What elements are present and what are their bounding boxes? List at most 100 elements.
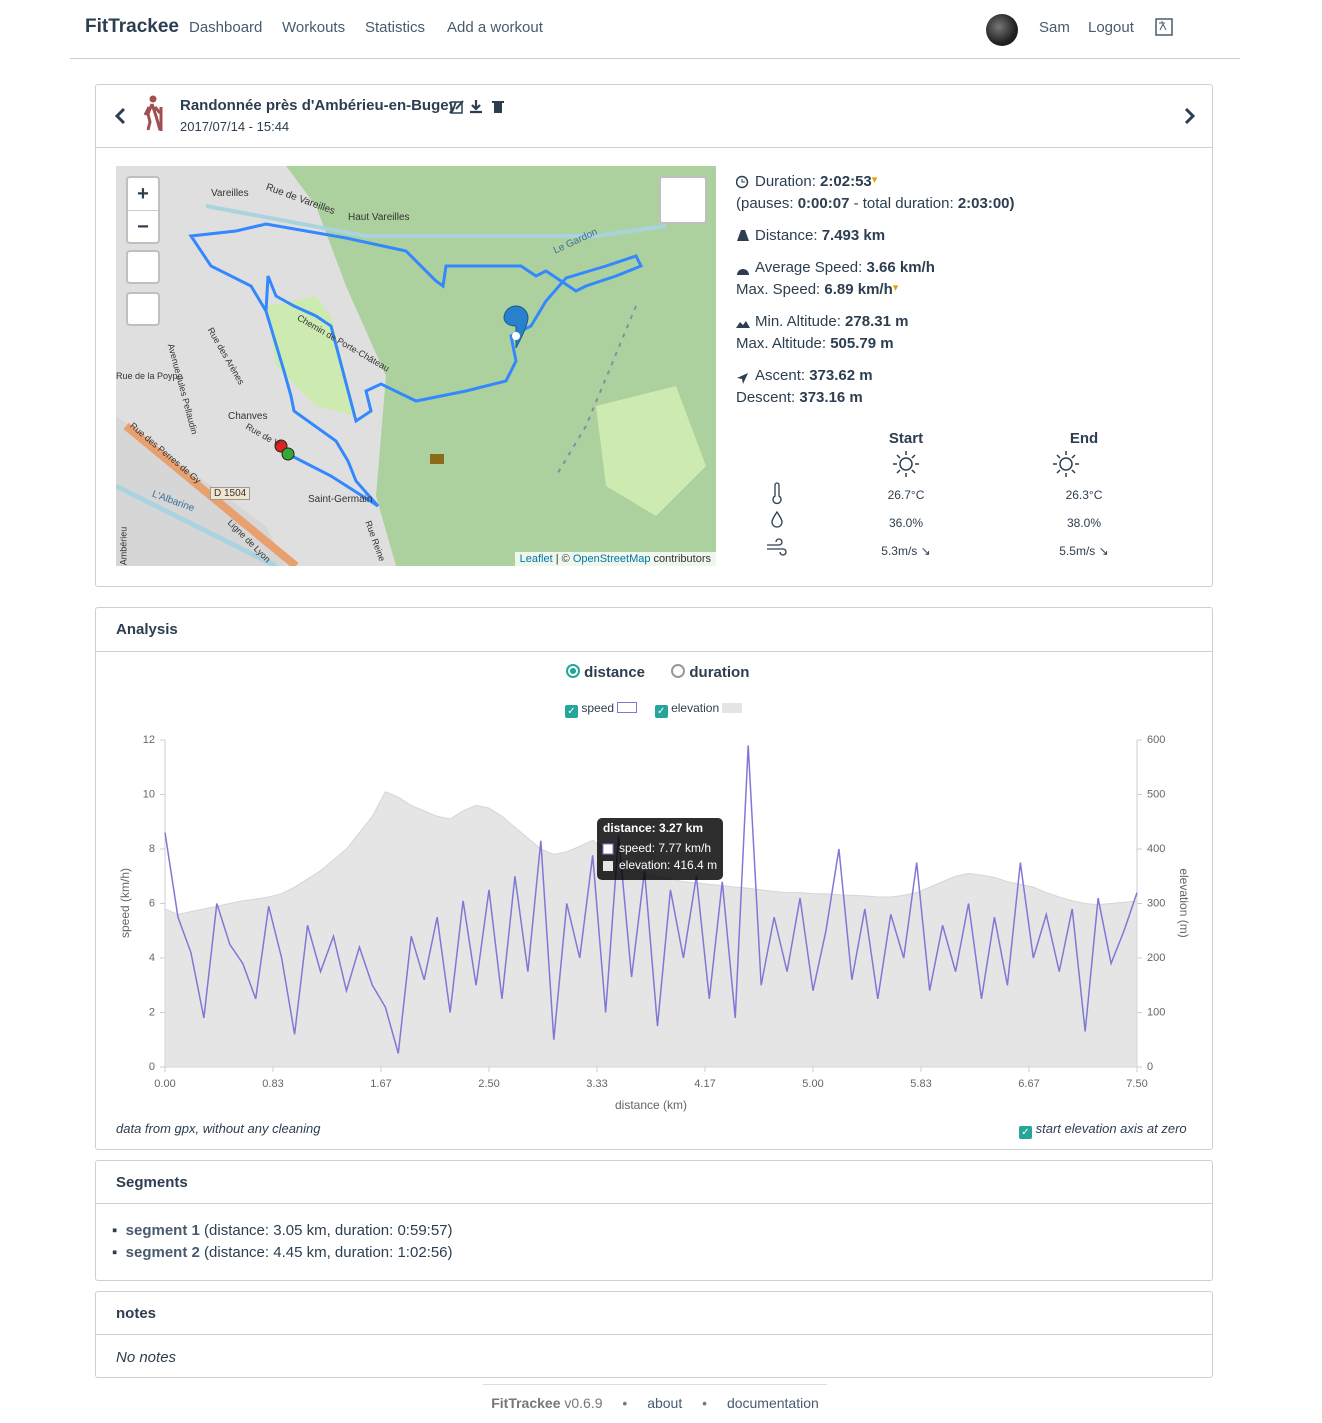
next-arrow[interactable] <box>1182 107 1196 125</box>
radio-distance[interactable]: distance <box>566 664 645 681</box>
tooltip-swatch <box>603 861 613 871</box>
radio-label: distance <box>584 664 646 681</box>
y2-tick-label: 500 <box>1147 788 1165 800</box>
value: 278.31 m <box>845 313 909 330</box>
value: 2:02:53 <box>820 173 872 190</box>
footer-link[interactable]: about <box>647 1395 683 1411</box>
nav-border <box>70 58 1240 59</box>
y2-tick-label: 400 <box>1147 843 1165 855</box>
layers-button[interactable] <box>659 176 707 224</box>
label: Min. Altitude: <box>755 313 846 330</box>
map-label: Chanves <box>228 411 268 422</box>
tooltip-box <box>597 818 723 880</box>
map-label: Rue de la Poype <box>116 371 183 381</box>
segment-link[interactable]: segment 2 <box>125 1244 200 1261</box>
weather-value: 5.3m/s ↘ <box>881 544 931 558</box>
osm-link[interactable]: OpenStreetMap <box>572 553 651 565</box>
logout-link[interactable]: Logout <box>1088 19 1134 36</box>
workout-title: Randonnée près d'Ambérieu-en-Bugey <box>180 97 457 114</box>
legend-label: speed <box>581 701 615 715</box>
legend: ✓ speed ✓ elevation <box>565 701 743 718</box>
x-tick-label: 5.83 <box>910 1078 931 1090</box>
weather-value: 5.5m/s ↘ <box>1059 544 1109 558</box>
label: Max. Altitude: <box>736 335 831 352</box>
legend-item[interactable]: ✓ elevation <box>654 701 743 718</box>
trophy-icon: ▾ <box>892 282 899 294</box>
weather-header: Start <box>888 430 924 447</box>
fullscreen-button[interactable] <box>126 292 160 326</box>
y-tick-label: 6 <box>149 897 155 909</box>
radio-duration[interactable]: duration <box>671 664 749 681</box>
wind: 5.3m/s <box>881 544 918 558</box>
x-tick-label: 0.83 <box>262 1078 283 1090</box>
map[interactable]: + − Vareilles Rue de Vareilles Haut Vare… <box>116 166 716 566</box>
label: Ascent: <box>755 367 810 384</box>
analysis-title: Analysis <box>96 608 1212 652</box>
workout-header: Randonnée près d'Ambérieu-en-Bugey 2017/… <box>96 85 1212 148</box>
y-tick-label: 0 <box>149 1061 155 1073</box>
reset-button[interactable] <box>126 250 160 284</box>
x-tick-label: 6.67 <box>1018 1078 1039 1090</box>
weather-header: End <box>1069 430 1099 447</box>
value: 373.16 m <box>799 389 863 406</box>
analysis-note: data from gpx, without any cleaning <box>116 1121 321 1136</box>
x-tick-label: 1.67 <box>370 1078 391 1090</box>
label: - total duration: <box>849 195 958 212</box>
nav-link[interactable]: Statistics <box>365 19 426 36</box>
value: 3.66 km/h <box>866 259 935 276</box>
x-tick-label: 0.00 <box>154 1078 175 1090</box>
legend-item[interactable]: ✓ speed <box>565 701 638 718</box>
map-label: Vareilles <box>211 188 249 199</box>
notes-card: notes No notes <box>95 1291 1213 1378</box>
weather-value: 36.0% <box>888 516 924 530</box>
stat-descent: Descent: 373.16 m <box>736 389 863 406</box>
label: Duration: <box>755 173 821 190</box>
stat-distance: Distance: 7.493 km <box>736 227 885 244</box>
map-tiles <box>116 166 716 566</box>
value: 7.493 km <box>821 227 886 244</box>
map-label: Saint-Germain <box>308 494 373 505</box>
attribution-text: contributors <box>650 553 711 565</box>
stat-min-alt: Min. Altitude: 278.31 m <box>736 313 908 330</box>
analysis-card: Analysis <box>95 607 1213 1150</box>
x-tick-label: 7.50 <box>1126 1078 1147 1090</box>
workout-actions[interactable] <box>450 99 506 115</box>
footer-link[interactable]: documentation <box>726 1395 819 1411</box>
label: Max. Speed: <box>736 281 825 298</box>
y2-tick-label: 0 <box>1147 1061 1153 1073</box>
tooltip-title: distance: 3.27 km <box>603 821 703 835</box>
segment-details: (distance: 3.05 km, duration: 0:59:57) <box>204 1222 453 1239</box>
weather-value: 26.7°C <box>887 488 925 502</box>
zoom-out[interactable]: − <box>137 216 149 238</box>
y-tick-label: 4 <box>149 952 155 964</box>
nav-link[interactable]: Add a workout <box>447 19 543 36</box>
user-link[interactable]: Sam <box>1039 19 1070 36</box>
zoom-in[interactable]: + <box>128 178 158 211</box>
footer-sep: • <box>622 1395 628 1411</box>
nav-link[interactable]: Dashboard <box>189 19 263 36</box>
avatar[interactable] <box>986 14 1018 46</box>
brand[interactable]: FitTrackee <box>85 16 179 37</box>
attribution-text: | © <box>552 553 573 565</box>
label: Distance: <box>755 227 822 244</box>
x-tick-label: 5.00 <box>802 1078 823 1090</box>
chart: distance (km) speed (km/h) elevation (m)… <box>118 734 1191 1112</box>
trophy-icon: ▾ <box>871 174 878 186</box>
y-tick-label: 10 <box>143 788 155 800</box>
leaflet-link[interactable]: Leaflet <box>519 553 553 565</box>
map-label: Haut Vareilles <box>348 212 410 223</box>
legend-label: elevation <box>671 701 720 715</box>
language-icon[interactable] <box>1155 18 1173 36</box>
sport-icon <box>143 95 163 131</box>
nav-link[interactable]: Workouts <box>282 19 346 36</box>
speed-line <box>164 745 1138 1054</box>
y2-tick-label: 600 <box>1147 734 1165 746</box>
value: 373.62 m <box>809 367 873 384</box>
notes-text: No notes <box>116 1349 177 1366</box>
zero-option[interactable]: ✓ start elevation axis at zero <box>1019 1121 1187 1139</box>
wind: 5.5m/s <box>1059 544 1096 558</box>
value: 2:03:00 <box>957 195 1010 212</box>
prev-arrow[interactable] <box>114 107 128 125</box>
notes-title: notes <box>96 1292 1212 1335</box>
segment-link[interactable]: segment 1 <box>125 1222 200 1239</box>
